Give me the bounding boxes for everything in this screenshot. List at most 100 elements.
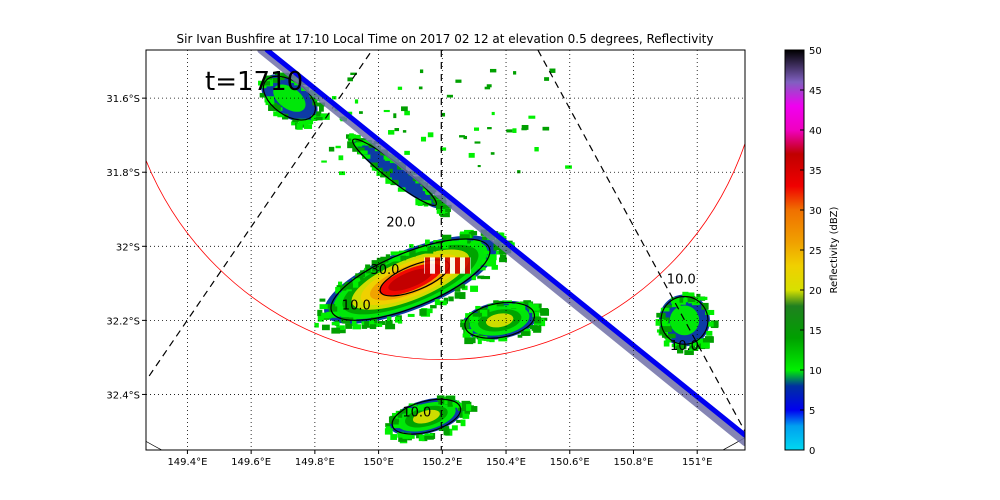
return-speck bbox=[468, 152, 475, 158]
colorbar-tick-label: 40 bbox=[809, 126, 822, 137]
echo-speckle bbox=[692, 347, 697, 351]
echo-speckle bbox=[303, 124, 313, 129]
return-speck bbox=[427, 132, 434, 138]
echo-speckle bbox=[665, 304, 672, 308]
echo-speckle bbox=[539, 308, 549, 314]
echo-speckle bbox=[676, 344, 687, 350]
echo-speckle bbox=[456, 419, 461, 423]
echo-speckle bbox=[296, 123, 303, 130]
echo-speckle bbox=[508, 303, 518, 309]
echo-speckle bbox=[400, 255, 407, 261]
colorbar-tick-label: 25 bbox=[809, 246, 822, 257]
return-speck bbox=[347, 77, 353, 82]
echo-speckle bbox=[366, 266, 374, 274]
echo-speckle bbox=[385, 319, 393, 326]
echo-speckle bbox=[380, 256, 389, 263]
echo-speckle bbox=[338, 328, 346, 334]
echo-speckle bbox=[661, 332, 667, 338]
echo-speckle bbox=[663, 340, 670, 347]
echo-level bbox=[669, 305, 700, 336]
echo-speckle bbox=[320, 113, 330, 120]
echo-speckle bbox=[460, 284, 466, 289]
echo-speckle bbox=[438, 427, 446, 431]
echo-speckle bbox=[388, 416, 394, 423]
echo-speckle bbox=[365, 264, 371, 269]
map-gridlines bbox=[146, 50, 745, 450]
echo-speckle bbox=[272, 77, 279, 83]
contour-label: 10.0 bbox=[402, 406, 431, 421]
echo-speckle bbox=[491, 304, 501, 308]
echo-speckle bbox=[312, 98, 318, 106]
echo-speckle bbox=[457, 404, 467, 411]
echo-speckle bbox=[528, 302, 533, 308]
echo-speckle bbox=[452, 402, 462, 408]
echo-speckle bbox=[273, 111, 281, 117]
return-speck bbox=[393, 113, 397, 119]
echo-speckle bbox=[355, 273, 364, 280]
x-tick-label: 151°E bbox=[682, 457, 712, 468]
echo-speckle bbox=[311, 115, 318, 122]
echo-speckle bbox=[400, 409, 408, 414]
chart-title: Sir Ivan Bushfire at 17:10 Local Time on… bbox=[177, 32, 714, 46]
echo-speckle bbox=[676, 297, 684, 303]
range-ring-red bbox=[146, 142, 745, 360]
echo-speckle bbox=[317, 315, 324, 322]
return-speck bbox=[328, 146, 335, 152]
echo-speckle bbox=[464, 329, 473, 335]
echo-speckle bbox=[498, 336, 508, 342]
echo-speckle bbox=[378, 261, 386, 268]
echo-speckle bbox=[680, 298, 686, 305]
echo-speckle bbox=[371, 267, 381, 272]
echo-main-cell-tail bbox=[460, 300, 550, 345]
radial-line-east bbox=[537, 50, 745, 432]
echo-speckle bbox=[351, 319, 357, 327]
echo-speckle bbox=[437, 198, 446, 205]
return-speck bbox=[394, 128, 400, 132]
echo-speckle bbox=[351, 282, 359, 288]
echo-speckle bbox=[460, 419, 466, 427]
return-speck bbox=[354, 99, 359, 104]
echo-speckle bbox=[483, 250, 491, 255]
echo-speckle bbox=[470, 285, 479, 292]
echo-speckle bbox=[361, 324, 368, 329]
echo-speckle bbox=[702, 338, 712, 343]
echo-speckle bbox=[352, 147, 361, 152]
echo-speckle bbox=[274, 71, 280, 75]
echo-speckle bbox=[385, 423, 390, 428]
echo-speckle bbox=[683, 297, 688, 303]
echo-level bbox=[412, 409, 440, 424]
echo-speckle bbox=[280, 72, 290, 77]
echo-speckle bbox=[390, 418, 400, 423]
echo-speckle bbox=[316, 111, 322, 117]
echo-speckle bbox=[477, 275, 485, 279]
echo-speckle bbox=[374, 167, 383, 172]
x-axis-ticks: 149.4°E 149.6°E 149.8°E 150°E 150.2°E 150.4°E… bbox=[167, 450, 712, 468]
echo-speckle bbox=[471, 275, 476, 281]
echo-speckle bbox=[670, 297, 680, 304]
echo-speckle bbox=[444, 426, 450, 431]
echo-speckle bbox=[686, 296, 696, 303]
echo-speckle bbox=[470, 230, 478, 236]
contour-labels: 20.0 30.0 10.0 10.0 10.0 10.0 bbox=[342, 216, 699, 421]
echo-speckle bbox=[282, 113, 289, 120]
echo-speckle bbox=[520, 331, 530, 336]
echo-speckle bbox=[487, 259, 497, 267]
echo-speckle bbox=[357, 150, 368, 155]
echo-speckle bbox=[460, 231, 469, 237]
echo-speckle bbox=[421, 200, 432, 204]
echo-speckle bbox=[345, 281, 353, 287]
y-tick-label: 32.2°S bbox=[106, 316, 140, 327]
echo-speckle bbox=[443, 204, 452, 209]
echo-speckle bbox=[459, 234, 470, 239]
echo-speckle bbox=[328, 306, 338, 313]
echo-speckle bbox=[475, 305, 481, 309]
echo-speckle bbox=[483, 337, 492, 341]
echo-speckle bbox=[469, 312, 474, 319]
echo-speckle bbox=[489, 339, 495, 343]
echo-speckle bbox=[464, 337, 474, 345]
echo-speckle bbox=[698, 296, 708, 301]
contour-line bbox=[660, 295, 709, 345]
y-tick-label: 31.6°S bbox=[106, 94, 140, 105]
contour-line bbox=[391, 398, 462, 435]
